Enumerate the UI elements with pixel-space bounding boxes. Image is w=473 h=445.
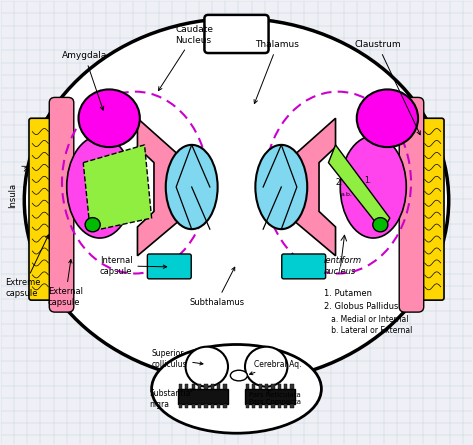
Ellipse shape [24, 18, 449, 382]
Text: lentiform
nucleus: lentiform nucleus [324, 256, 362, 275]
Bar [210, 404, 214, 409]
Text: 2. Globus Pallidus: 2. Globus Pallidus [324, 302, 398, 311]
Bar [198, 404, 201, 409]
Bar [179, 384, 182, 389]
Bar [245, 389, 296, 404]
Bar [179, 404, 182, 409]
Circle shape [357, 89, 418, 147]
FancyBboxPatch shape [204, 15, 269, 53]
Text: Claustrum: Claustrum [354, 40, 420, 135]
Polygon shape [291, 118, 335, 256]
Bar [210, 384, 214, 389]
Text: Caudate
Nucleus: Caudate Nucleus [158, 25, 213, 91]
Circle shape [79, 89, 140, 147]
Bar [259, 404, 262, 409]
Bar [217, 404, 220, 409]
Text: Pars Reticulata
Pars Compacta: Pars Reticulata Pars Compacta [249, 389, 301, 405]
Bar [271, 404, 274, 409]
Bar [265, 384, 268, 389]
Text: 2.: 2. [335, 178, 342, 187]
Text: Subthalamus: Subthalamus [189, 267, 245, 307]
Polygon shape [83, 145, 152, 231]
Bar [284, 404, 287, 409]
Bar [290, 404, 294, 409]
Bar [252, 384, 255, 389]
Bar [246, 384, 249, 389]
Ellipse shape [230, 370, 247, 381]
Text: Internal
capsule: Internal capsule [100, 256, 166, 275]
Bar [290, 384, 294, 389]
FancyBboxPatch shape [399, 97, 424, 312]
Text: a.b.: a.b. [340, 192, 352, 197]
FancyBboxPatch shape [29, 118, 52, 300]
Bar [271, 384, 274, 389]
FancyBboxPatch shape [282, 254, 325, 279]
Ellipse shape [166, 145, 218, 229]
Text: Substantia
nigra: Substantia nigra [149, 389, 193, 409]
FancyBboxPatch shape [49, 97, 74, 312]
Circle shape [373, 218, 388, 232]
Text: b. Lateral or External: b. Lateral or External [324, 326, 412, 336]
Bar [284, 384, 287, 389]
Circle shape [245, 347, 288, 387]
Text: Thalamus: Thalamus [254, 40, 299, 104]
Bar [278, 384, 281, 389]
Text: Cerebral Aq.: Cerebral Aq. [250, 360, 302, 375]
Bar [252, 404, 255, 409]
Bar [246, 404, 249, 409]
Bar [259, 384, 262, 389]
Ellipse shape [67, 136, 133, 238]
Circle shape [85, 218, 100, 232]
Bar [185, 384, 188, 389]
Text: 1. Putamen: 1. Putamen [324, 289, 372, 298]
Text: Amygdala: Amygdala [62, 51, 107, 110]
Bar [204, 384, 208, 389]
FancyBboxPatch shape [148, 254, 191, 279]
Text: Insula: Insula [8, 183, 17, 208]
Bar [223, 404, 227, 409]
Text: 1.: 1. [364, 176, 371, 185]
Bar [265, 404, 268, 409]
Polygon shape [328, 145, 390, 231]
Bar [278, 404, 281, 409]
Ellipse shape [340, 136, 406, 238]
Ellipse shape [255, 145, 307, 229]
Text: Extreme
capsule: Extreme capsule [5, 235, 49, 298]
Bar [198, 384, 201, 389]
Ellipse shape [152, 344, 321, 433]
Polygon shape [138, 118, 182, 256]
Bar [177, 389, 228, 404]
Text: Superior
colliculus: Superior colliculus [152, 349, 203, 368]
Text: a. Medial or Internal: a. Medial or Internal [324, 316, 408, 324]
Bar [204, 404, 208, 409]
Text: External
capsule: External capsule [48, 259, 83, 307]
FancyBboxPatch shape [421, 118, 444, 300]
Bar [192, 384, 195, 389]
Bar [217, 384, 220, 389]
Bar [192, 404, 195, 409]
Bar [185, 404, 188, 409]
Circle shape [185, 347, 228, 387]
Bar [223, 384, 227, 389]
